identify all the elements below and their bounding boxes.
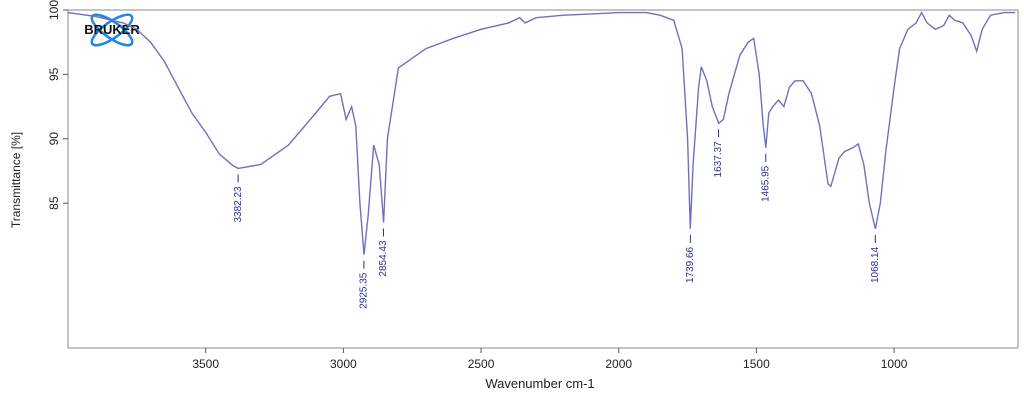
plot-frame <box>67 9 1019 349</box>
y-tick-label: 100 <box>47 0 61 20</box>
spectrum-line <box>67 11 1016 255</box>
peak-label: 2925.35 <box>359 272 370 309</box>
x-tick-label: 1000 <box>881 357 908 371</box>
peak-label: 1739.66 <box>685 246 696 283</box>
peak-label: 1465.95 <box>760 165 771 202</box>
peak-label: 1068.14 <box>870 246 881 283</box>
x-tick-label: 1500 <box>743 357 770 371</box>
y-axis-label: Transmittance [%] <box>9 132 23 228</box>
logo-text: BRUKER <box>84 22 140 37</box>
x-tick-label: 2000 <box>605 357 632 371</box>
x-tick-label: 2500 <box>468 357 495 371</box>
peak-label: 1637.37 <box>713 141 724 178</box>
y-tick-label: 95 <box>47 67 61 81</box>
y-tick-label: 90 <box>47 132 61 146</box>
x-tick-label: 3500 <box>192 357 219 371</box>
peak-label: 3382.23 <box>233 186 244 223</box>
logo: BRUKER <box>84 13 140 47</box>
y-tick-label: 85 <box>47 196 61 210</box>
x-axis-label: Wavenumber cm-1 <box>485 376 594 391</box>
x-tick-label: 3000 <box>330 357 357 371</box>
peak-label: 2854.43 <box>378 240 389 277</box>
